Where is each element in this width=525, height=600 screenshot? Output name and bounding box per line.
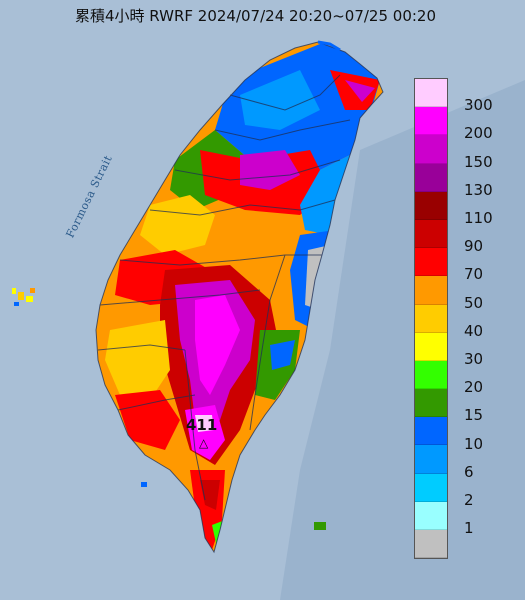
liuqiu-island bbox=[141, 482, 147, 487]
legend-label: 130 bbox=[464, 180, 493, 199]
legend-swatch bbox=[415, 473, 447, 502]
max-value-label: 411 bbox=[186, 416, 218, 434]
legend-swatch bbox=[415, 530, 447, 559]
map-title: 累積4小時 RWRF 2024/07/24 20:20~07/25 00:20 bbox=[75, 7, 437, 25]
legend-swatch bbox=[415, 248, 447, 277]
legend-swatch bbox=[415, 417, 447, 446]
legend-swatch bbox=[415, 191, 447, 220]
legend-label: 1 bbox=[464, 519, 474, 538]
legend-swatch bbox=[415, 360, 447, 390]
legend-label: 2 bbox=[464, 491, 474, 509]
legend-label: 10 bbox=[464, 434, 484, 453]
legend-swatch bbox=[415, 332, 447, 361]
legend-swatch bbox=[415, 163, 447, 192]
color-legend bbox=[414, 78, 448, 560]
deep-sea-shade bbox=[280, 80, 525, 600]
legend-swatch bbox=[415, 389, 447, 418]
legend-label: 15 bbox=[464, 406, 484, 425]
legend-label: 50 bbox=[464, 293, 484, 312]
legend-label: 110 bbox=[464, 209, 493, 227]
green-island bbox=[314, 522, 326, 530]
legend-label: 70 bbox=[464, 265, 484, 284]
penghu-islands bbox=[12, 288, 35, 306]
legend-swatch bbox=[415, 276, 447, 305]
legend-swatch bbox=[415, 79, 447, 108]
legend-label: 90 bbox=[464, 237, 484, 256]
legend-label: 200 bbox=[464, 124, 493, 143]
legend-label: 40 bbox=[464, 321, 484, 340]
north-coast-rain bbox=[317, 40, 341, 52]
legend-label: 6 bbox=[464, 462, 474, 481]
legend-swatch bbox=[415, 445, 447, 474]
legend-swatch bbox=[415, 501, 447, 530]
legend-swatch bbox=[415, 304, 447, 333]
legend-label: 150 bbox=[464, 152, 493, 171]
legend-label: 20 bbox=[464, 378, 484, 397]
legend-label: 300 bbox=[464, 96, 493, 115]
legend-label: 30 bbox=[464, 350, 484, 368]
county-borders bbox=[95, 41, 384, 554]
legend-swatch bbox=[415, 219, 447, 249]
triangle-marker-icon: △ bbox=[199, 436, 209, 450]
legend-swatch bbox=[415, 135, 447, 164]
legend-swatch bbox=[415, 107, 447, 136]
